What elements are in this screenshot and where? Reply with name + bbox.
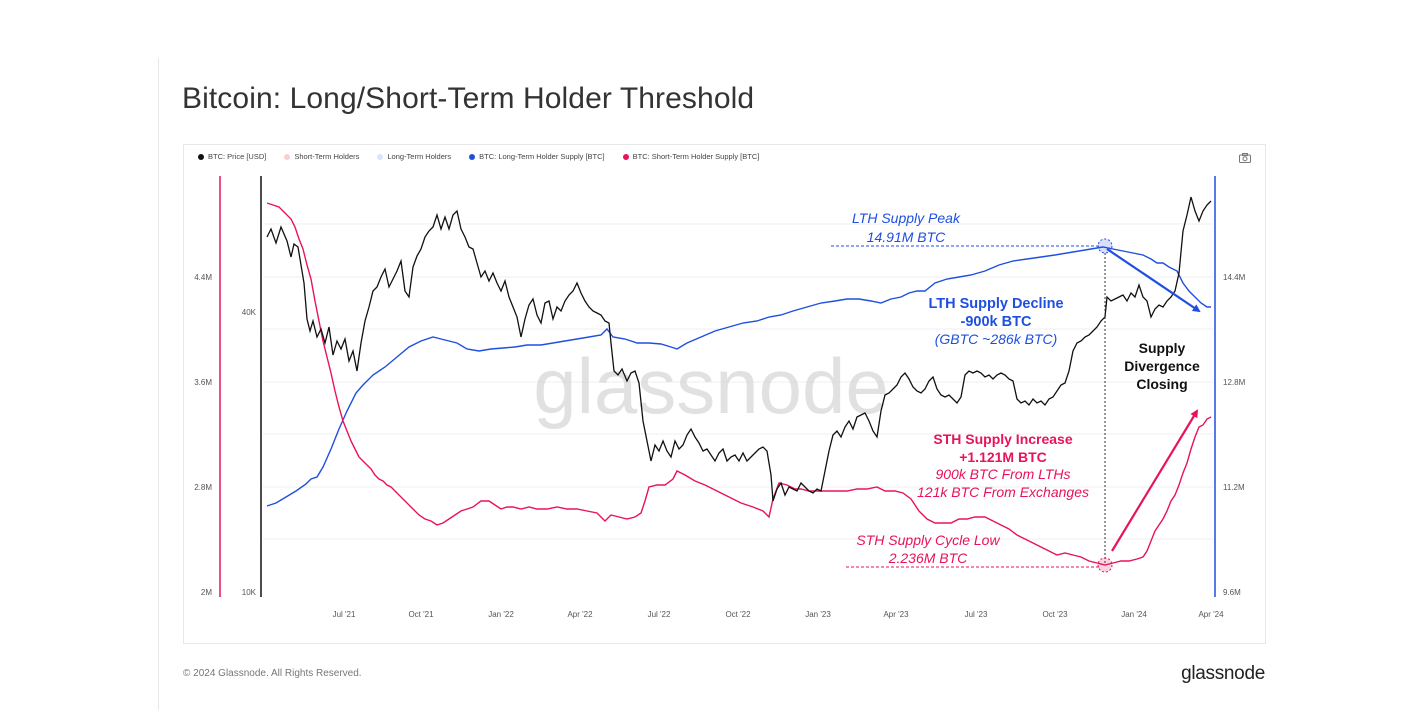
svg-text:Jan '24: Jan '24 [1121, 610, 1147, 619]
svg-text:LTH Supply Decline: LTH Supply Decline [928, 296, 1063, 312]
svg-text:12.8M: 12.8M [1223, 378, 1246, 387]
footer-copyright: © 2024 Glassnode. All Rights Reserved. [183, 668, 362, 679]
chart-plot: glassnode 2M 2.8M 3.6M 4.4M 10K 40K 9.6M… [194, 176, 1246, 619]
sth-increase-annotation: STH Supply Increase +1.121M BTC 900k BTC… [917, 409, 1199, 552]
svg-text:3.6M: 3.6M [194, 378, 212, 387]
legend-dot-icon [198, 153, 204, 160]
svg-text:40K: 40K [242, 308, 257, 317]
svg-text:Jul '22: Jul '22 [648, 610, 671, 619]
svg-text:STH Supply Increase: STH Supply Increase [933, 431, 1072, 447]
svg-text:Apr '22: Apr '22 [567, 610, 593, 619]
chart-legend: BTC: Price [USD] Short-Term Holders Long… [198, 152, 759, 161]
price-axis-ticks: 10K 40K [242, 308, 257, 597]
page-title: Bitcoin: Long/Short-Term Holder Threshol… [182, 82, 755, 115]
legend-dot-icon [469, 153, 476, 160]
legend-label: BTC: Price [USD] [208, 152, 267, 161]
svg-text:Oct '22: Oct '22 [725, 610, 751, 619]
svg-text:Oct '23: Oct '23 [1042, 610, 1068, 619]
legend-label: Long-Term Holders [387, 152, 452, 161]
legend-item-sth-supply[interactable]: BTC: Short-Term Holder Supply [BTC] [622, 152, 760, 161]
legend-dot-icon [284, 153, 291, 160]
svg-text:Closing: Closing [1136, 376, 1187, 392]
sth-axis-ticks: 2M 2.8M 3.6M 4.4M [194, 273, 212, 597]
legend-label: BTC: Long-Term Holder Supply [BTC] [479, 152, 605, 161]
svg-text:Oct '21: Oct '21 [408, 610, 434, 619]
camera-icon[interactable] [1239, 153, 1251, 163]
legend-item-long-term-holders[interactable]: Long-Term Holders [377, 152, 451, 161]
svg-text:Jan '22: Jan '22 [488, 610, 514, 619]
sth-low-annotation: STH Supply Cycle Low 2.236M BTC [846, 532, 1113, 573]
svg-text:121k BTC From Exchanges: 121k BTC From Exchanges [917, 484, 1089, 500]
legend-label: BTC: Short-Term Holder Supply [BTC] [632, 152, 760, 161]
svg-text:Supply: Supply [1139, 340, 1186, 356]
svg-text:Jan '23: Jan '23 [805, 610, 831, 619]
chart-panel: BTC: Price [USD] Short-Term Holders Long… [183, 144, 1266, 644]
svg-text:Apr '23: Apr '23 [883, 610, 909, 619]
svg-text:Apr '24: Apr '24 [1198, 610, 1224, 619]
svg-text:2M: 2M [201, 588, 212, 597]
lth-axis-ticks: 9.6M 11.2M 12.8M 14.4M [1223, 273, 1246, 597]
svg-text:+1.121M BTC: +1.121M BTC [959, 449, 1047, 465]
legend-item-short-term-holders[interactable]: Short-Term Holders [284, 152, 359, 161]
x-axis-ticks: Jul '21 Oct '21 Jan '22 Apr '22 Jul '22 … [333, 610, 1225, 619]
svg-text:9.6M: 9.6M [1223, 588, 1241, 597]
svg-text:Jul '23: Jul '23 [965, 610, 988, 619]
svg-text:10K: 10K [242, 588, 257, 597]
svg-text:2.8M: 2.8M [194, 483, 212, 492]
legend-dot-icon [622, 153, 629, 160]
svg-text:(GBTC ~286k BTC): (GBTC ~286k BTC) [935, 331, 1058, 347]
legend-item-price[interactable]: BTC: Price [USD] [198, 152, 266, 161]
legend-dot-icon [377, 153, 384, 160]
price-line [266, 196, 1212, 502]
svg-text:LTH Supply Peak: LTH Supply Peak [852, 210, 961, 226]
page-left-rule [158, 58, 159, 710]
watermark-text: glassnode [533, 342, 889, 430]
lth-supply-line [266, 246, 1211, 507]
svg-text:-900k BTC: -900k BTC [961, 314, 1032, 330]
legend-label: Short-Term Holders [294, 152, 360, 161]
svg-text:4.4M: 4.4M [194, 273, 212, 282]
glassnode-logo[interactable]: glassnode [1181, 663, 1265, 684]
svg-text:2.236M BTC: 2.236M BTC [888, 550, 968, 566]
svg-text:STH Supply Cycle Low: STH Supply Cycle Low [856, 532, 1000, 548]
svg-text:900k BTC From LTHs: 900k BTC From LTHs [935, 466, 1070, 482]
sth-supply-line [266, 202, 1212, 566]
svg-text:Jul '21: Jul '21 [333, 610, 356, 619]
legend-item-lth-supply[interactable]: BTC: Long-Term Holder Supply [BTC] [469, 152, 605, 161]
svg-text:11.2M: 11.2M [1223, 483, 1245, 492]
svg-text:Divergence: Divergence [1124, 358, 1200, 374]
gridlines [263, 223, 1213, 540]
divergence-annotation: Supply Divergence Closing [1124, 340, 1200, 392]
lth-decline-annotation: LTH Supply Decline -900k BTC (GBTC ~286k… [928, 248, 1201, 347]
svg-text:14.4M: 14.4M [1223, 273, 1246, 282]
svg-text:14.91M BTC: 14.91M BTC [867, 229, 946, 245]
